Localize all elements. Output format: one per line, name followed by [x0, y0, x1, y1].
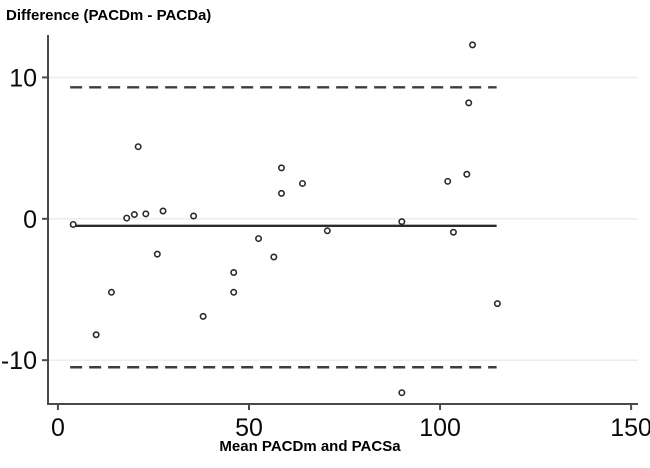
data-point: [323, 227, 331, 235]
x-tick-label: 150: [610, 414, 650, 442]
data-point: [230, 269, 238, 277]
x-tick-label: 0: [51, 414, 65, 442]
data-point: [142, 210, 150, 218]
data-point: [153, 250, 161, 258]
data-point: [298, 179, 306, 187]
data-point: [444, 177, 452, 185]
data-point: [130, 211, 138, 219]
data-point: [255, 235, 263, 243]
data-point: [190, 212, 198, 220]
data-point: [493, 300, 501, 308]
data-point: [277, 164, 285, 172]
x-tick-label: 100: [419, 414, 461, 442]
y-tick-label: 10: [9, 64, 37, 92]
x-axis-label: Mean PACDm and PACSa: [219, 438, 401, 455]
data-point: [463, 170, 471, 178]
data-point: [230, 288, 238, 296]
y-tick-label: -10: [1, 347, 37, 375]
data-point: [123, 214, 131, 222]
data-point: [159, 207, 167, 215]
data-point: [277, 189, 285, 197]
data-point: [469, 41, 477, 49]
data-point: [449, 228, 457, 236]
data-point: [199, 312, 207, 320]
y-tick-label: 0: [23, 206, 37, 234]
chart-title: Difference (PACDm - PACDa): [6, 7, 212, 24]
data-point: [134, 143, 142, 151]
data-point: [69, 220, 77, 228]
data-point: [270, 253, 278, 261]
data-point: [398, 389, 406, 397]
data-point: [465, 99, 473, 107]
data-point: [398, 218, 406, 226]
data-point: [92, 331, 100, 339]
data-point: [107, 288, 115, 296]
x-tick-label: 50: [235, 414, 263, 442]
